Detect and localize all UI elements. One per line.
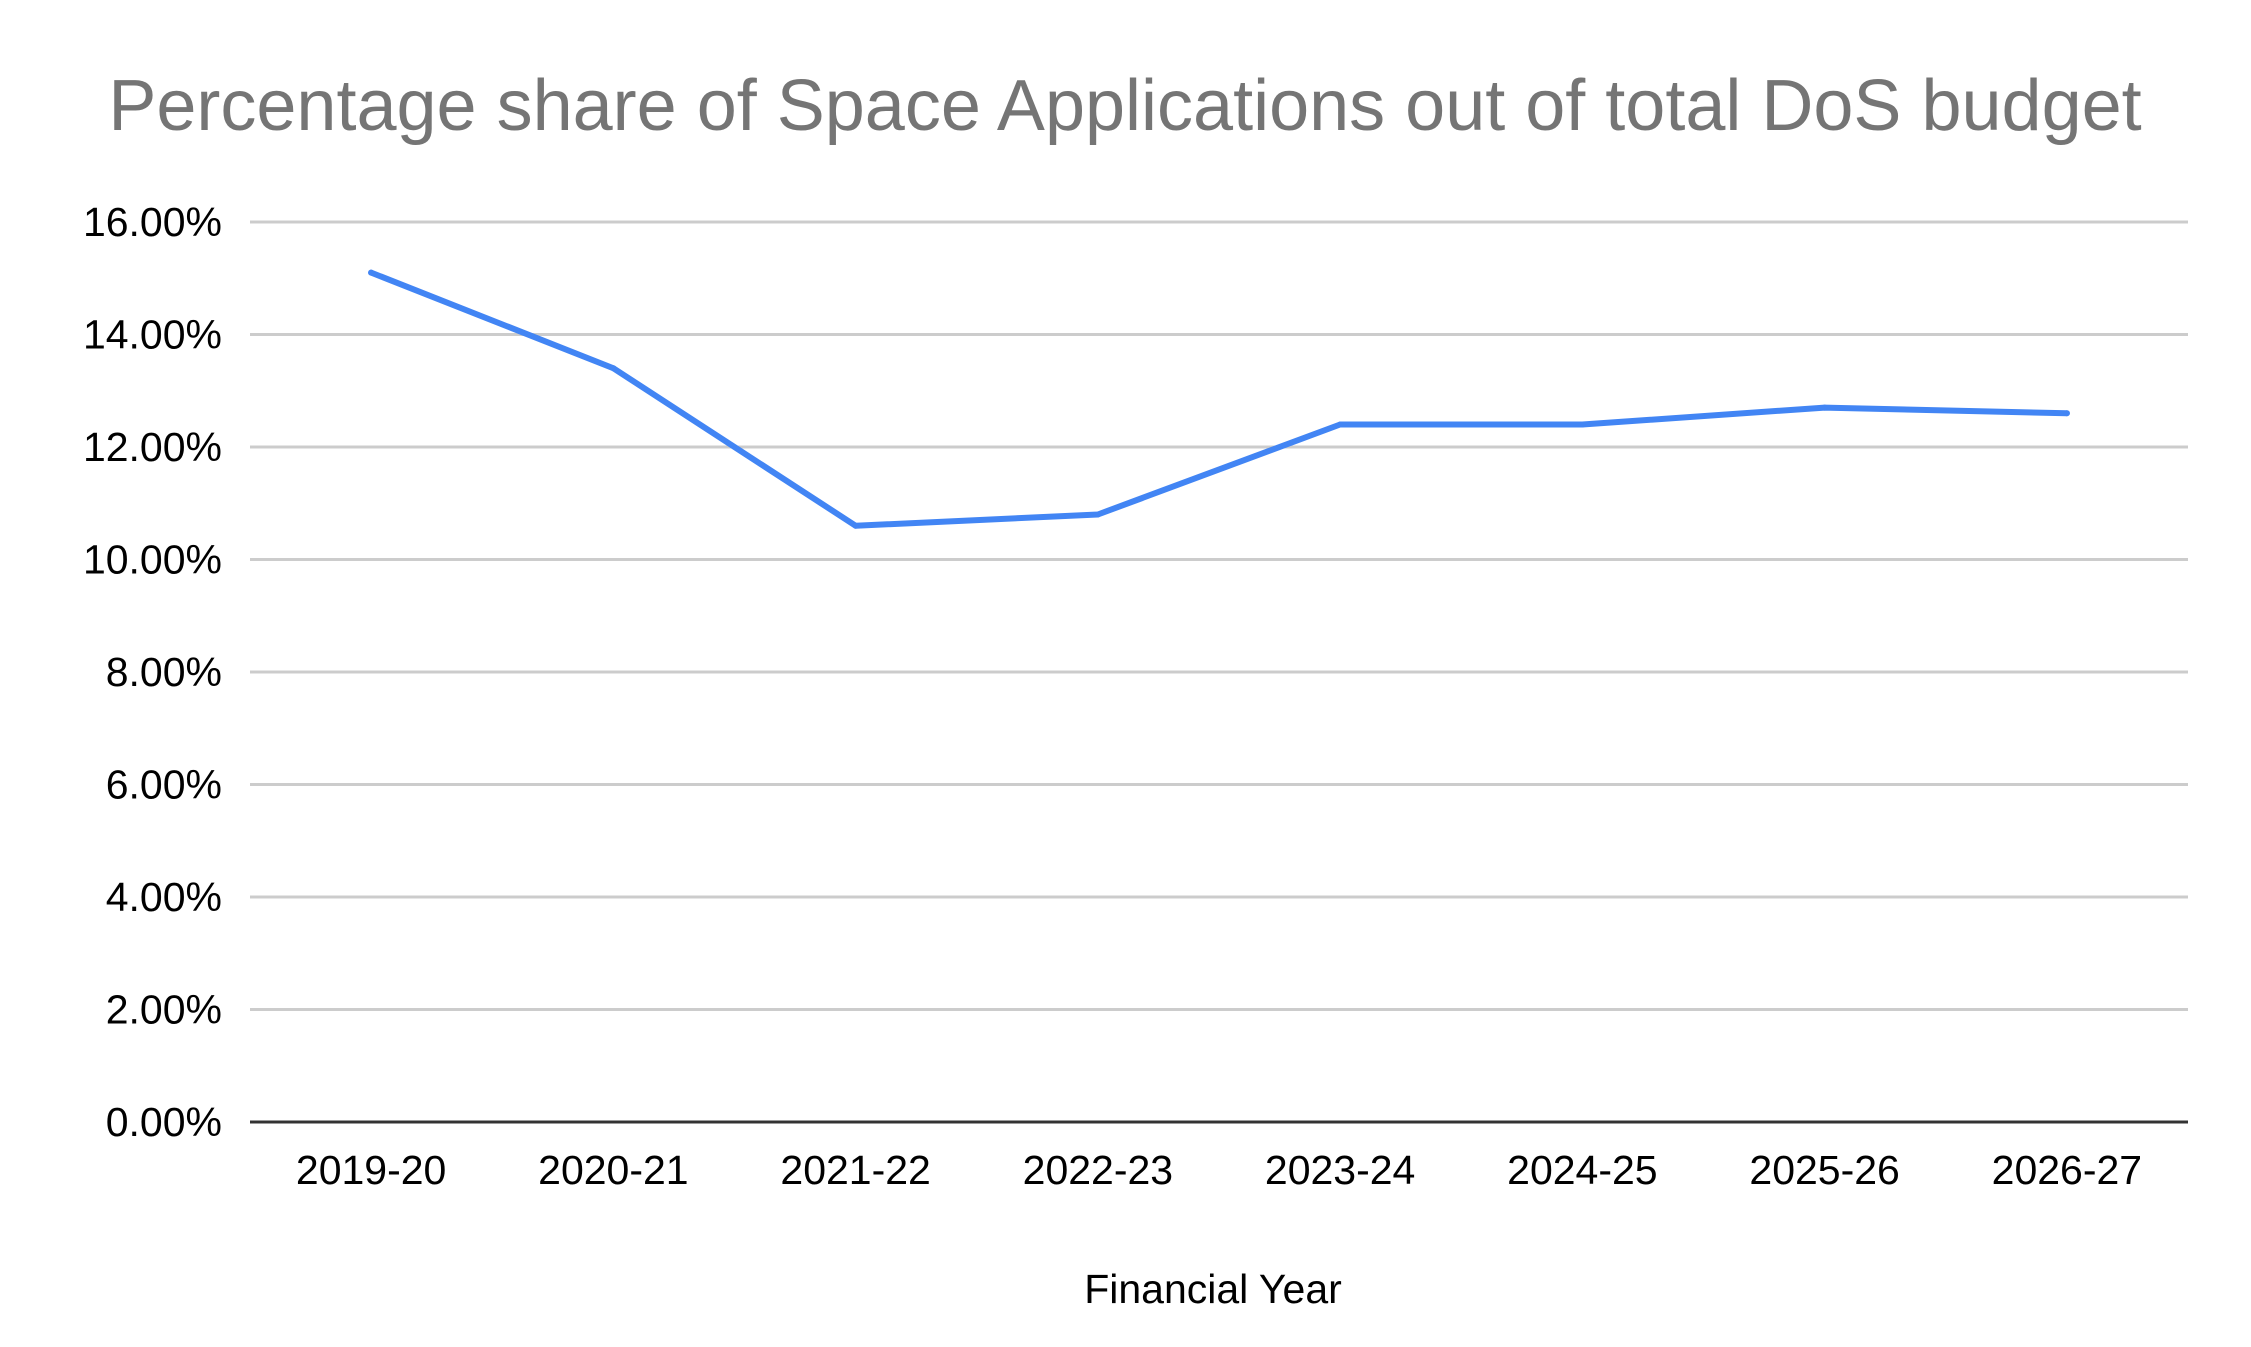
y-tick-label: 0.00% <box>106 1099 222 1145</box>
y-tick-label: 6.00% <box>106 762 222 808</box>
x-axis-label: Financial Year <box>1084 1266 1342 1312</box>
data-point <box>610 365 617 372</box>
y-tick-label: 8.00% <box>106 649 222 695</box>
x-tick-label: 2024-25 <box>1507 1147 1657 1193</box>
x-tick-label: 2021-22 <box>780 1147 930 1193</box>
x-tick-label: 2019-20 <box>296 1147 446 1193</box>
data-point <box>2063 410 2070 417</box>
data-point <box>1579 421 1586 428</box>
x-tick-label: 2022-23 <box>1023 1147 1173 1193</box>
gridlines <box>250 220 2188 1124</box>
chart-title: Percentage share of Space Applications o… <box>108 66 2141 146</box>
y-tick-label: 14.00% <box>83 312 222 358</box>
data-point <box>1337 421 1344 428</box>
x-tick-label: 2026-27 <box>1992 1147 2142 1193</box>
data-point <box>1821 404 1828 411</box>
y-tick-label: 12.00% <box>83 424 222 470</box>
y-tick-label: 2.00% <box>106 987 222 1033</box>
data-point <box>368 269 375 276</box>
x-axis-tick-labels: 2019-20 2020-21 2021-22 2022-23 2023-24 2024-… <box>296 1147 2142 1193</box>
y-axis-tick-labels: 0.00% 2.00% 4.00% 6.00% 8.00% 10.00% 12.00% 14.… <box>83 199 222 1145</box>
y-tick-label: 4.00% <box>106 874 222 920</box>
series-layer <box>368 269 2070 529</box>
x-tick-label: 2025-26 <box>1749 1147 1899 1193</box>
y-tick-label: 16.00% <box>83 199 222 245</box>
x-tick-label: 2023-24 <box>1265 1147 1415 1193</box>
y-tick-label: 10.00% <box>83 537 222 583</box>
series-line <box>368 269 2070 529</box>
data-point <box>852 522 859 529</box>
data-point <box>1094 511 1101 518</box>
x-tick-label: 2020-21 <box>538 1147 688 1193</box>
